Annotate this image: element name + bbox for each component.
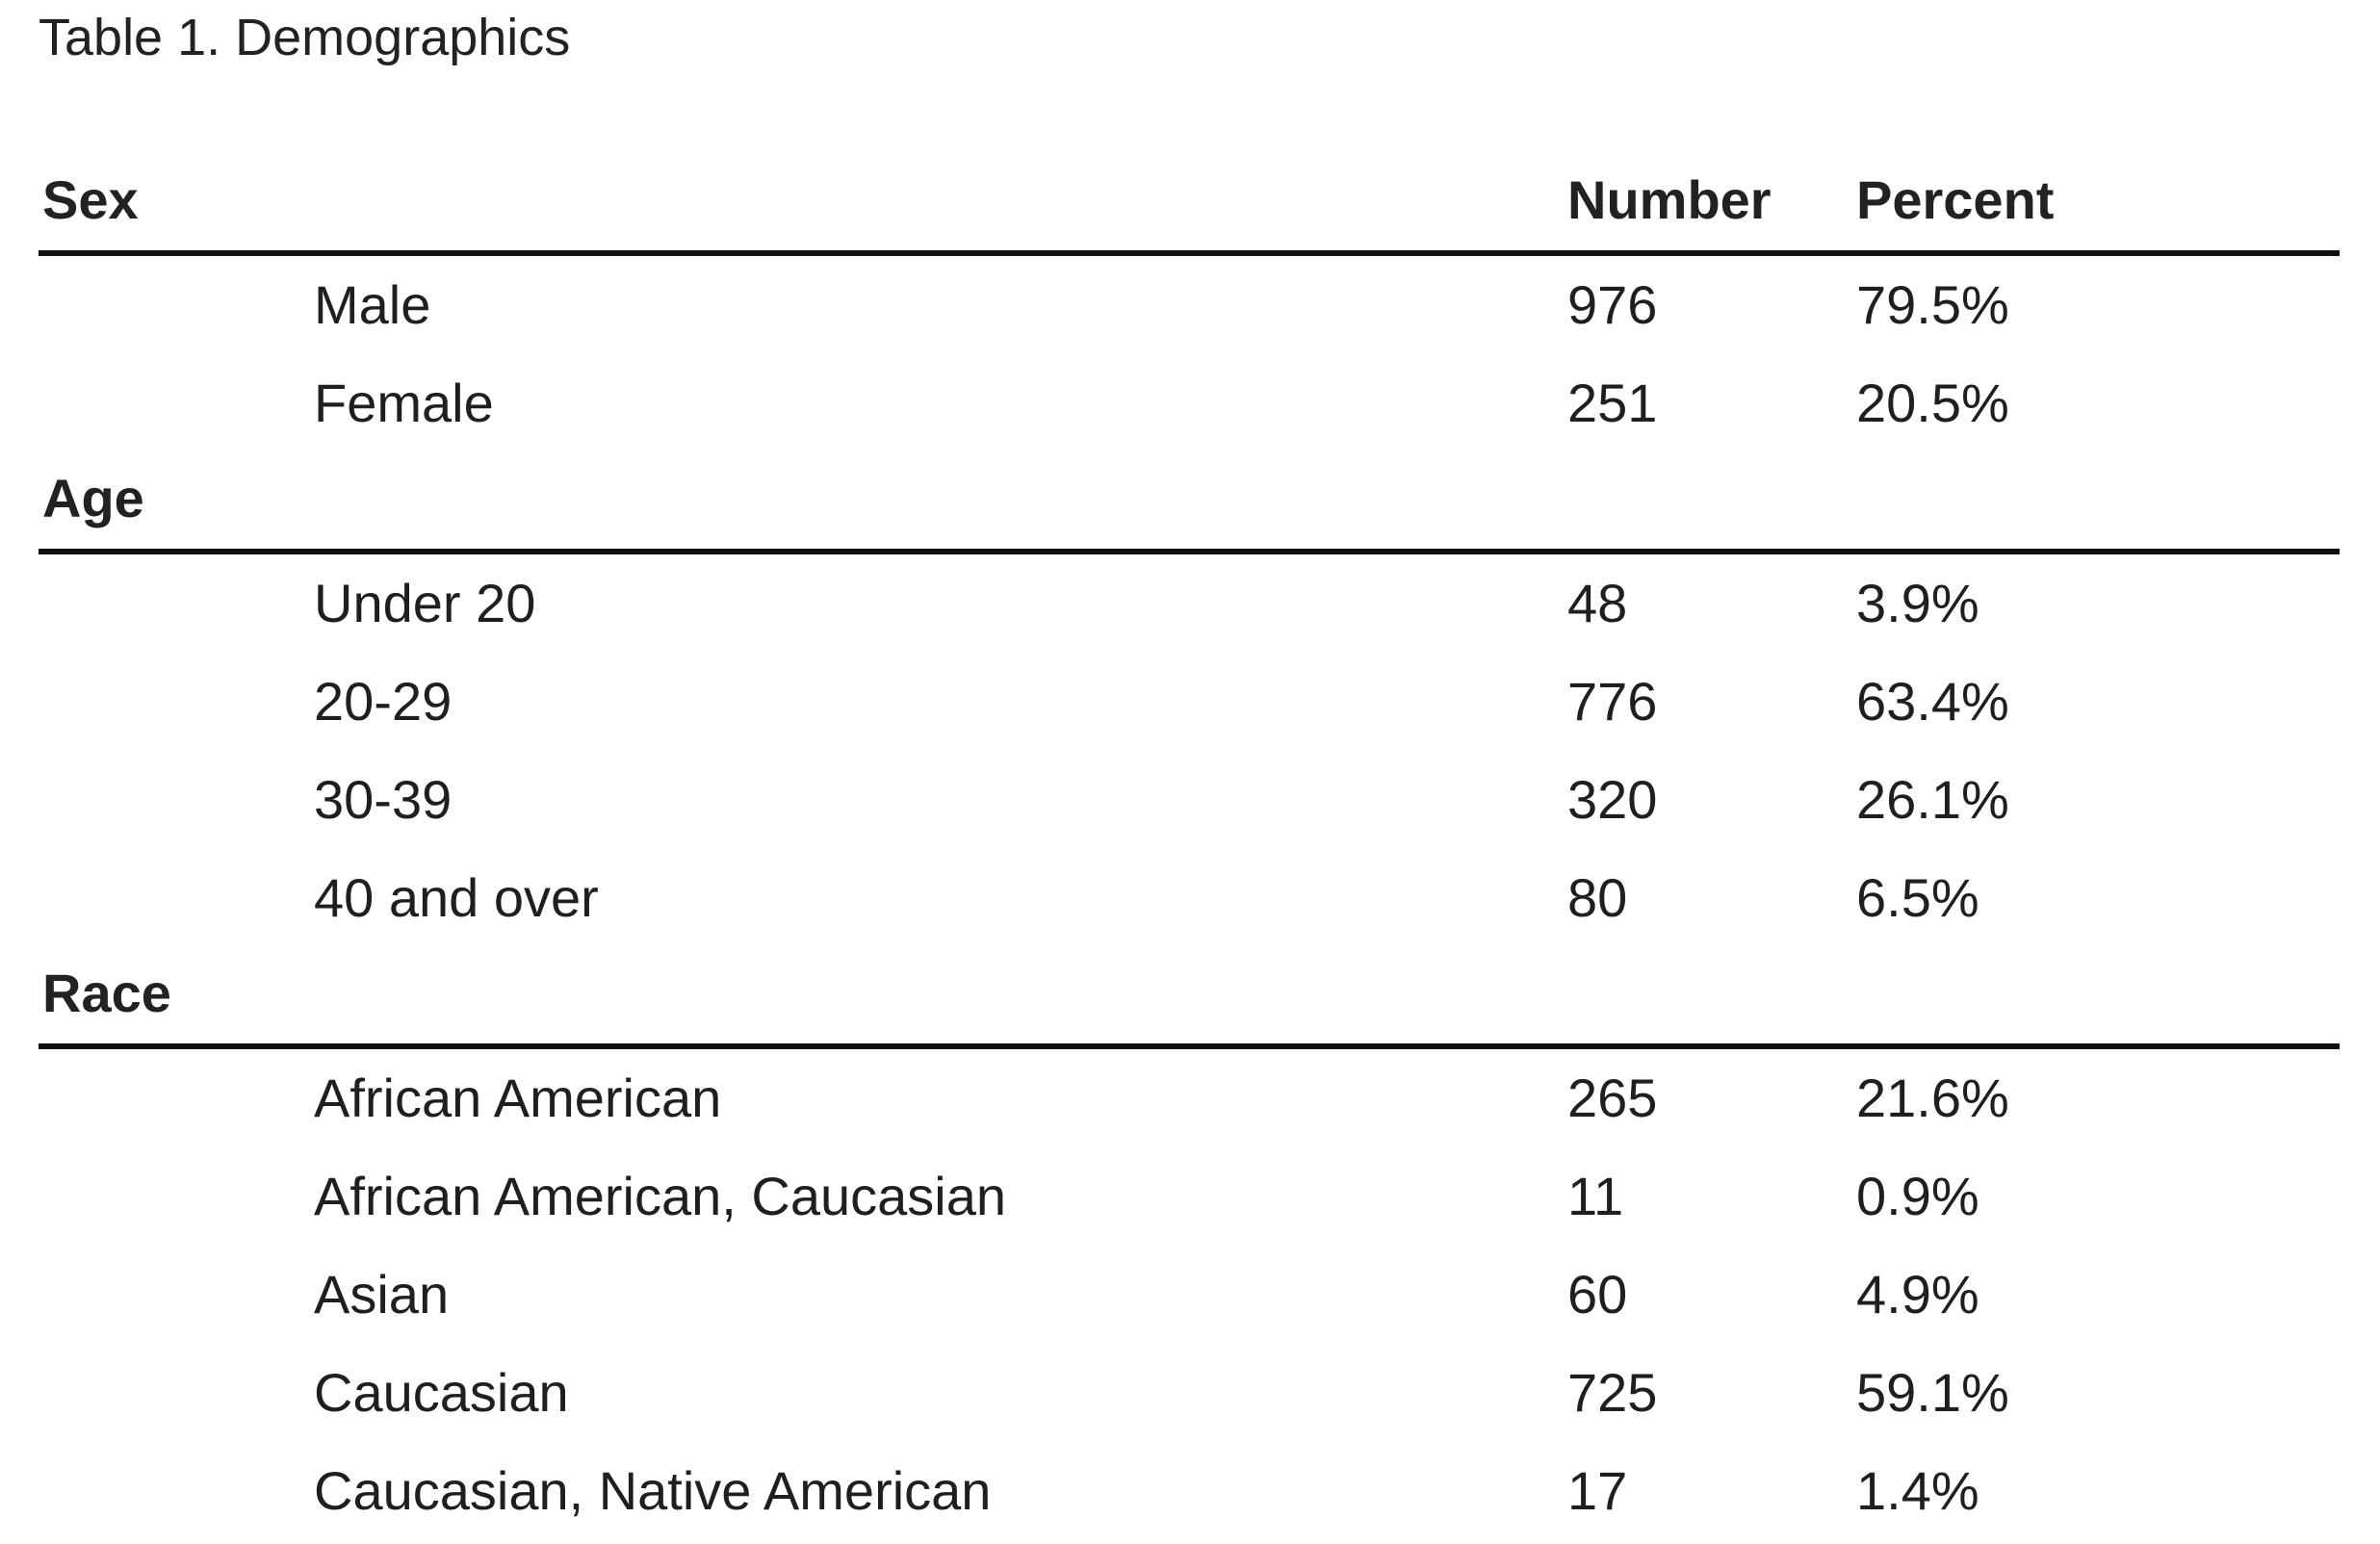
table-row: 30-39 320 26.1%: [39, 751, 2340, 849]
row-percent: 3.9%: [1856, 573, 1979, 633]
row-number: 776: [1567, 671, 1658, 732]
section-label-sex: Sex: [42, 169, 139, 230]
row-number: 976: [1567, 274, 1658, 335]
row-label: 40 and over: [314, 867, 599, 928]
row-number: 265: [1567, 1068, 1658, 1128]
table-row: Caucasian, Native American 17 1.4%: [39, 1442, 2340, 1540]
row-percent: 4.9%: [1856, 1264, 1979, 1325]
row-label: Caucasian, Native American: [314, 1460, 992, 1521]
section-sex: Sex Number Percent Male 976 79.5% Female…: [39, 154, 2340, 452]
row-percent: 0.9%: [1856, 1166, 1979, 1226]
row-percent: 79.5%: [1856, 274, 2009, 335]
row-percent: 26.1%: [1856, 769, 2009, 830]
table-row: 40 and over 80 6.5%: [39, 849, 2340, 947]
row-number: 251: [1567, 373, 1658, 433]
row-number: 60: [1567, 1264, 1628, 1325]
row-percent: 1.4%: [1856, 1460, 1979, 1521]
demographics-table: Sex Number Percent Male 976 79.5% Female…: [39, 154, 2340, 1540]
column-header-percent: Percent: [1856, 169, 2055, 230]
table-row: Caucasian 725 59.1%: [39, 1344, 2340, 1442]
row-percent: 20.5%: [1856, 373, 2009, 433]
row-label: Female: [314, 373, 494, 433]
table-row: African American, Caucasian 11 0.9%: [39, 1147, 2340, 1246]
row-percent: 21.6%: [1856, 1068, 2009, 1128]
section-race: Race African American 265 21.6% African …: [39, 947, 2340, 1540]
table-row: 20-29 776 63.4%: [39, 653, 2340, 751]
row-percent: 59.1%: [1856, 1362, 2009, 1423]
section-rows-race: African American 265 21.6% African Ameri…: [39, 1049, 2340, 1540]
row-percent: 63.4%: [1856, 671, 2009, 732]
section-label-race: Race: [42, 963, 171, 1023]
section-rows-age: Under 20 48 3.9% 20-29 776 63.4% 30-39 3…: [39, 554, 2340, 947]
row-number: 320: [1567, 769, 1658, 830]
table-row: Asian 60 4.9%: [39, 1246, 2340, 1344]
row-label: Caucasian: [314, 1362, 569, 1423]
row-number: 80: [1567, 867, 1628, 928]
row-label: African American, Caucasian: [314, 1166, 1007, 1226]
section-rows-sex: Male 976 79.5% Female 251 20.5%: [39, 256, 2340, 452]
row-label: African American: [314, 1068, 722, 1128]
section-label-age: Age: [42, 468, 144, 528]
table-row: Female 251 20.5%: [39, 354, 2340, 452]
section-header-race: Race: [39, 947, 2340, 1049]
row-number: 48: [1567, 573, 1628, 633]
row-number: 17: [1567, 1460, 1628, 1521]
row-percent: 6.5%: [1856, 867, 1979, 928]
section-header-sex: Sex Number Percent: [39, 154, 2340, 256]
table-caption: Table 1. Demographics: [39, 9, 571, 66]
row-label: Asian: [314, 1264, 450, 1325]
row-number: 11: [1567, 1166, 1624, 1226]
row-label: Under 20: [314, 573, 536, 633]
table-row: Male 976 79.5%: [39, 256, 2340, 354]
section-age: Age Under 20 48 3.9% 20-29 776 63.4% 30-…: [39, 452, 2340, 947]
row-label: 20-29: [314, 671, 453, 732]
table-row: African American 265 21.6%: [39, 1049, 2340, 1147]
row-number: 725: [1567, 1362, 1658, 1423]
section-header-age: Age: [39, 452, 2340, 554]
row-label: Male: [314, 274, 431, 335]
row-label: 30-39: [314, 769, 453, 830]
column-header-number: Number: [1567, 169, 1772, 230]
table-row: Under 20 48 3.9%: [39, 554, 2340, 653]
